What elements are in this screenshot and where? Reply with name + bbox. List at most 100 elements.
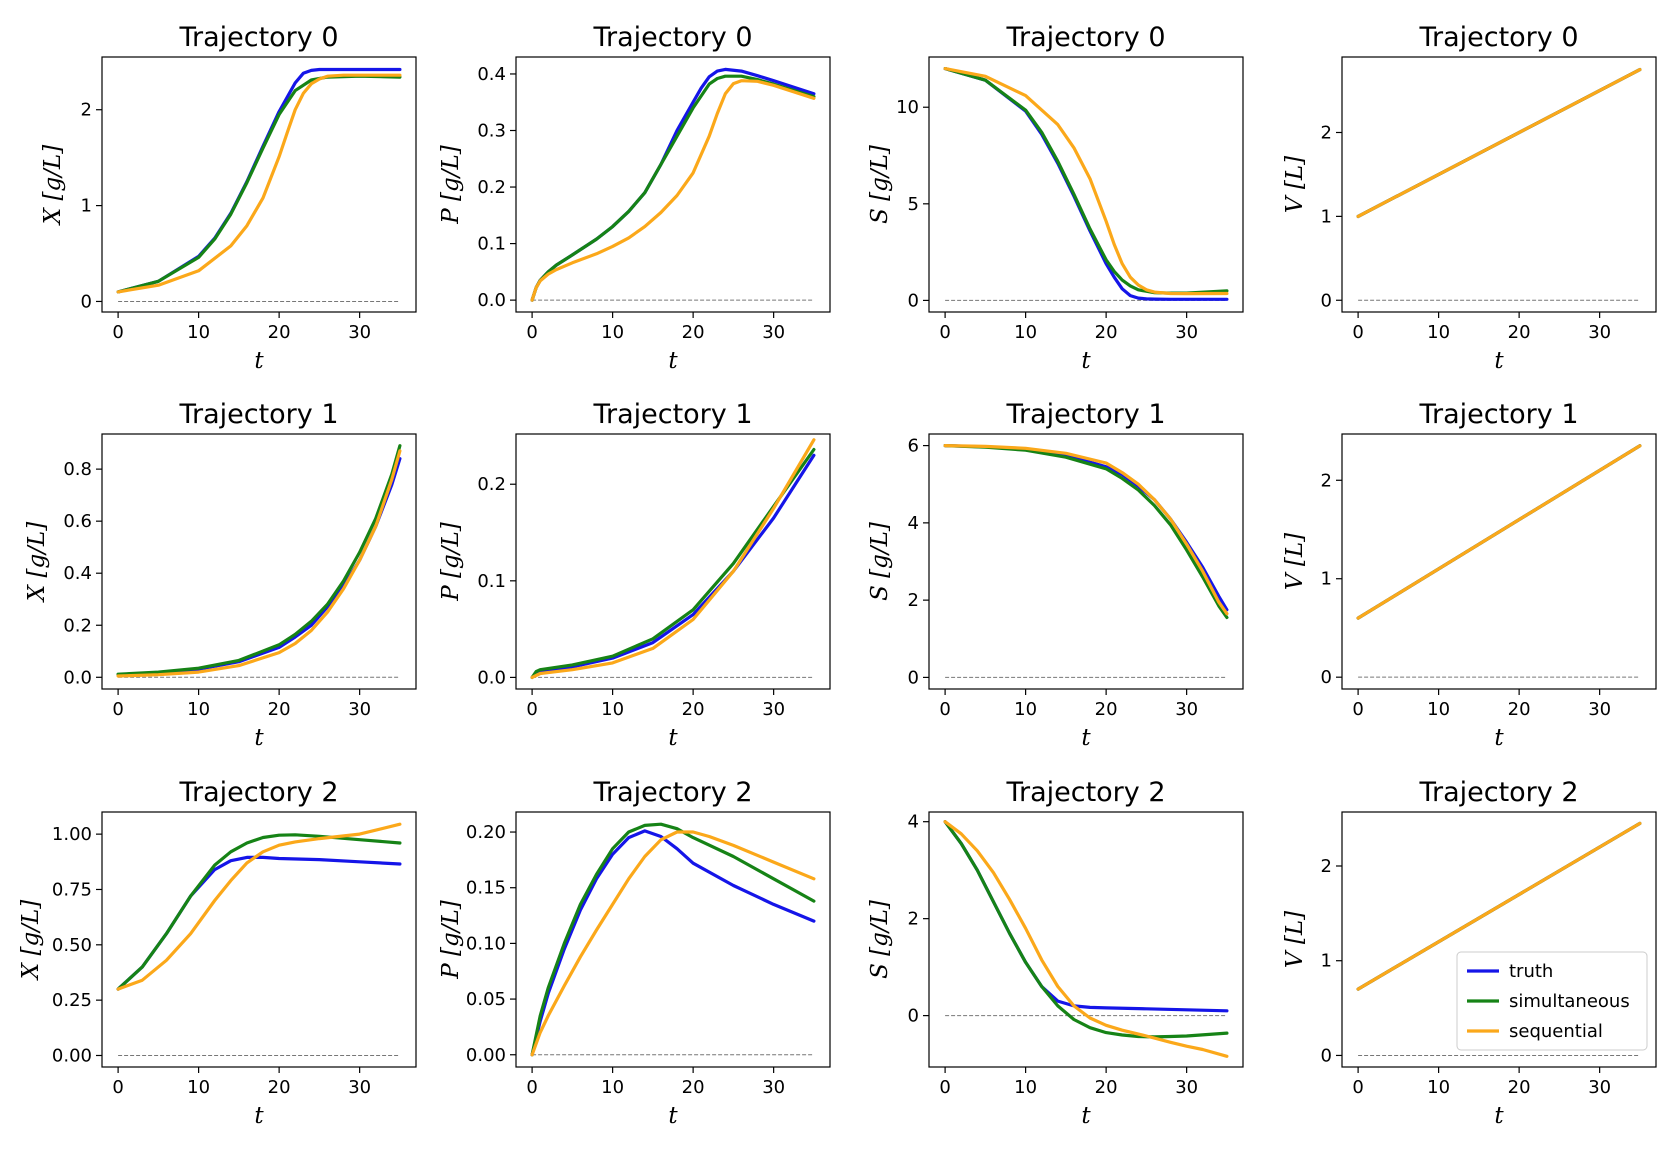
y-tick-label: 1.00 [52, 824, 92, 845]
x-tick-label: 10 [1014, 1077, 1037, 1098]
series-line-truth [530, 67, 816, 302]
x-tick-label: 10 [187, 699, 210, 720]
x-tick-label: 0 [1352, 1077, 1363, 1098]
x-tick-label: 20 [1095, 699, 1118, 720]
axes-frame [1341, 56, 1657, 313]
panel-1-1: 0 10 20 30 0.0 0.1 0.2 Trajectory 1 t P [g/L] [438, 399, 831, 751]
series-line-sequential [116, 822, 402, 991]
axes-frame [101, 433, 417, 690]
y-axis-label: V [L] [1282, 533, 1308, 590]
series-line-truth [530, 829, 816, 1057]
x-tick-label: 30 [1588, 322, 1611, 343]
panel-title: Trajectory 0 [178, 22, 338, 53]
series-line-sequential [1356, 67, 1642, 218]
y-tick-label: 6 [908, 436, 919, 457]
x-tick-label: 0 [1352, 322, 1363, 343]
x-axis-label: t [254, 348, 264, 374]
y-tick-label: 10 [896, 97, 919, 118]
panel-2-0: 0 10 20 30 0.00 0.25 0.50 0.75 1.00 Trajectory 2 t… [18, 777, 417, 1129]
y-tick-label: 0 [908, 1006, 919, 1027]
y-axis-label: S [g/L] [867, 145, 893, 224]
y-tick-label: 0.2 [63, 615, 92, 636]
axes-frame [515, 811, 831, 1068]
y-tick-label: 0.00 [52, 1045, 92, 1066]
y-axis-label: S [g/L] [867, 522, 893, 601]
x-tick-label: 30 [1588, 1077, 1611, 1098]
x-tick-label: 10 [1427, 1077, 1450, 1098]
axes-frame [101, 811, 417, 1068]
y-tick-label: 0 [908, 290, 919, 311]
panel-title: Trajectory 2 [1418, 777, 1578, 808]
x-tick-label: 10 [601, 1077, 624, 1098]
x-tick-label: 0 [112, 1077, 123, 1098]
y-tick-label: 1 [1321, 206, 1332, 227]
y-tick-label: 0.25 [52, 990, 92, 1011]
x-tick-label: 10 [1427, 322, 1450, 343]
axes-frame [515, 56, 831, 313]
x-tick-label: 10 [1014, 322, 1037, 343]
x-tick-label: 0 [526, 699, 537, 720]
x-tick-label: 20 [268, 322, 291, 343]
x-tick-label: 10 [1014, 699, 1037, 720]
y-tick-label: 0.6 [63, 511, 92, 532]
x-tick-label: 0 [526, 322, 537, 343]
panel-title: Trajectory 2 [592, 777, 752, 808]
y-axis-label: P [g/L] [438, 145, 464, 225]
y-tick-label: 0.00 [466, 1045, 506, 1066]
series-line-truth [943, 444, 1229, 612]
y-axis-label: V [L] [1282, 156, 1308, 213]
legend-box [1456, 951, 1648, 1051]
x-tick-label: 30 [1175, 1077, 1198, 1098]
y-tick-label: 5 [908, 194, 919, 215]
x-tick-label: 10 [187, 1077, 210, 1098]
y-tick-label: 0.1 [477, 571, 506, 592]
panel-title: Trajectory 2 [178, 777, 338, 808]
axes-frame [101, 56, 417, 313]
y-tick-label: 4 [908, 513, 919, 534]
y-tick-label: 0.0 [63, 667, 92, 688]
axes-frame [1341, 433, 1657, 690]
y-tick-label: 0 [81, 291, 92, 312]
x-tick-label: 10 [1427, 699, 1450, 720]
panel-1-2: 0 10 20 30 0 2 4 6 Trajectory 1 t S [g/L] [867, 399, 1244, 751]
y-axis-label: V [L] [1282, 911, 1308, 968]
legend-label-truth: truth [1509, 961, 1553, 982]
series-line-simultaneous [943, 444, 1229, 620]
panel-0-0: 0 10 20 30 0 1 2 Trajectory 0 t X [g/L] [40, 22, 417, 374]
legend-label-simultaneous: simultaneous [1509, 991, 1630, 1012]
series-line-simultaneous [530, 447, 816, 680]
y-tick-label: 1 [81, 196, 92, 217]
series-line-sequential [1356, 444, 1642, 620]
legend: truth simultaneous sequential [1456, 951, 1648, 1051]
y-axis-label: P [g/L] [438, 522, 464, 602]
x-tick-label: 30 [762, 322, 785, 343]
series-line-sequential [116, 449, 402, 678]
panel-1-3: 0 10 20 30 0 1 2 Trajectory 1 t V [L] [1282, 399, 1657, 751]
x-tick-label: 30 [1588, 699, 1611, 720]
x-tick-label: 20 [682, 699, 705, 720]
axes-frame [1341, 811, 1657, 1068]
x-tick-label: 20 [1095, 322, 1118, 343]
y-axis-label: P [g/L] [438, 900, 464, 980]
x-tick-label: 10 [601, 322, 624, 343]
y-tick-label: 0.4 [477, 64, 506, 85]
x-axis-label: t [668, 1103, 678, 1129]
y-tick-label: 0.4 [63, 563, 92, 584]
panel-title: Trajectory 1 [178, 399, 338, 430]
x-tick-label: 0 [939, 322, 950, 343]
panel-title: Trajectory 0 [592, 22, 752, 53]
x-tick-label: 0 [939, 1077, 950, 1098]
x-tick-label: 20 [268, 1077, 291, 1098]
axes-frame [928, 811, 1244, 1068]
panel-2-3: 0 10 20 30 0 1 2 Trajectory 2 t V [L] truth simulta… [1282, 777, 1657, 1129]
series-line-simultaneous [943, 66, 1229, 295]
y-tick-label: 0.75 [52, 879, 92, 900]
series-line-sequential [116, 73, 402, 294]
x-axis-label: t [254, 1103, 264, 1129]
panel-0-3: 0 10 20 30 0 1 2 Trajectory 0 t V [L] [1282, 22, 1657, 374]
y-tick-label: 1 [1321, 569, 1332, 590]
panel-title: Trajectory 1 [592, 399, 752, 430]
x-tick-label: 30 [1175, 322, 1198, 343]
y-tick-label: 2 [1321, 470, 1332, 491]
